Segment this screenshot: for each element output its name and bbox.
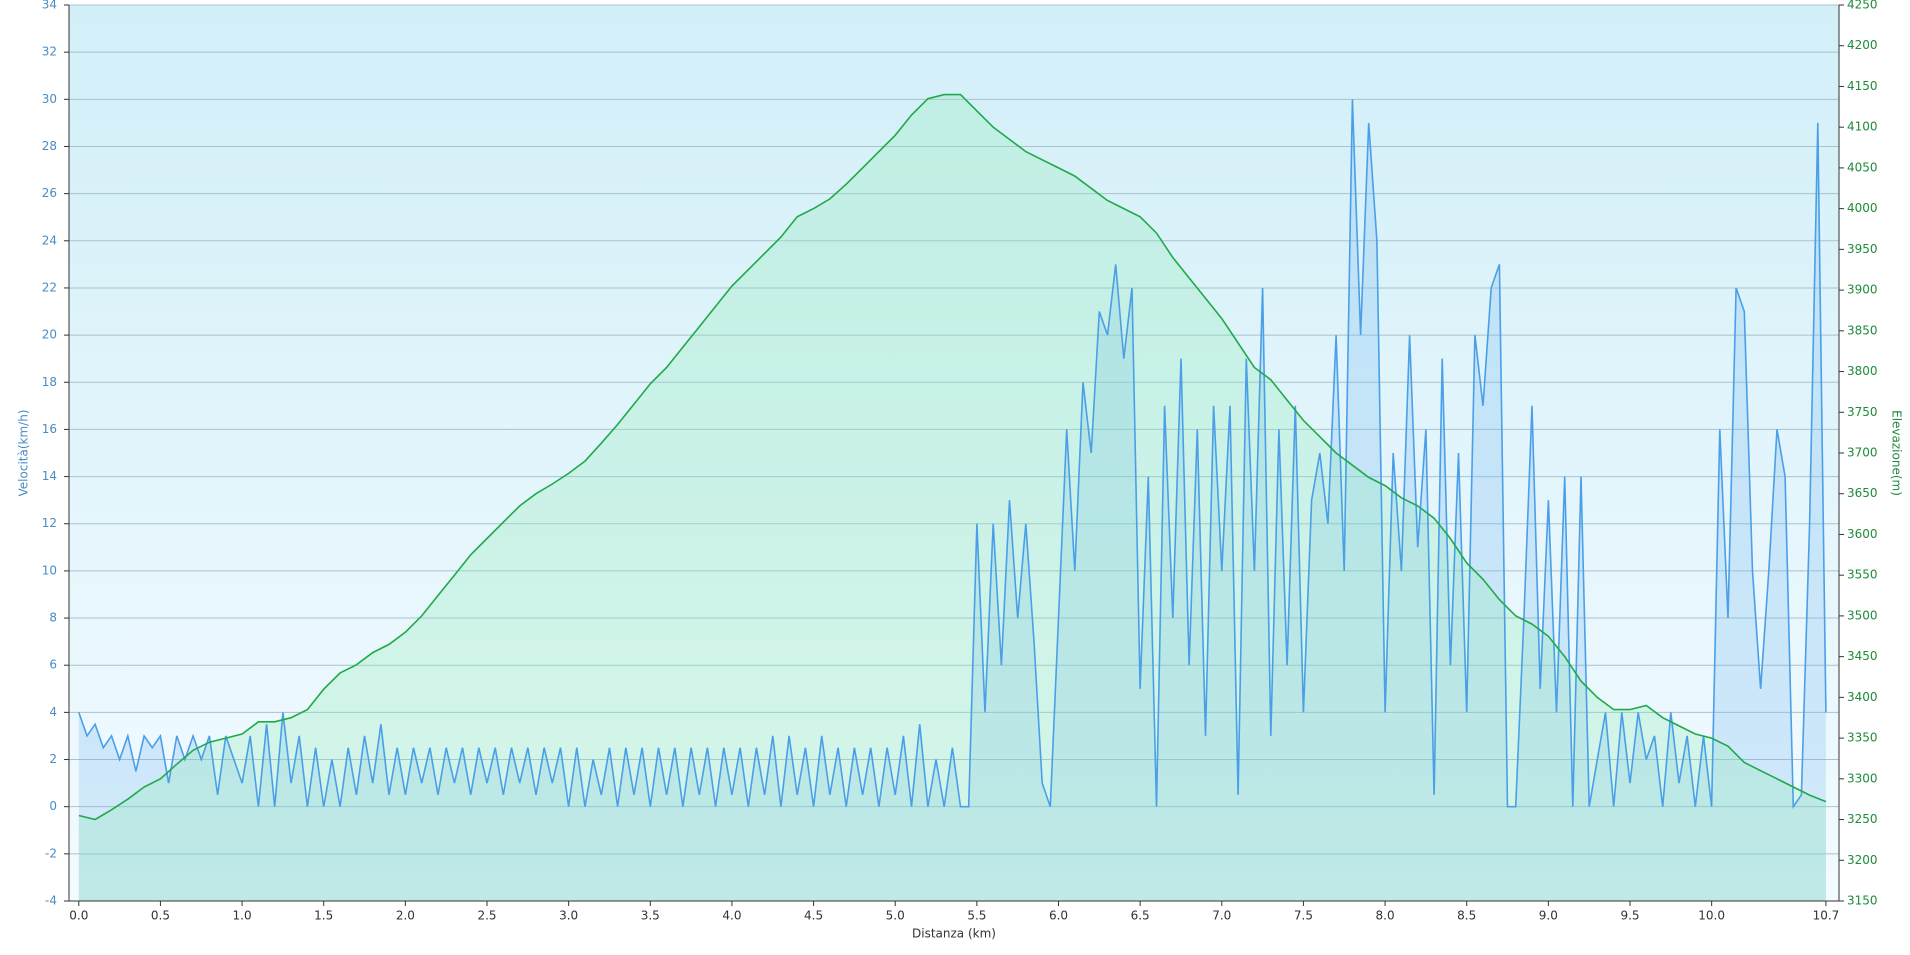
x-tick-label: 3.5 [641,909,660,923]
y-tick-label: 34 [42,0,57,12]
y-tick-label: -2 [45,846,57,860]
x-tick-label: 9.0 [1539,909,1558,923]
x-tick-label: 1.0 [233,909,252,923]
y2-tick-label: 3350 [1847,731,1878,745]
y2-tick-label: 3800 [1847,364,1878,378]
y-tick-label: 10 [42,563,57,577]
y-tick-label: 28 [42,139,57,153]
y-tick-label: 22 [42,280,57,294]
y2-tick-label: 3500 [1847,608,1878,622]
x-tick-label: 3.0 [559,909,578,923]
plot-area [69,5,1839,901]
x-tick-label: 2.0 [396,909,415,923]
x-tick-label: 9.5 [1620,909,1639,923]
y2-tick-label: 4200 [1847,38,1878,52]
line [78,99,1827,810]
x-tick-label: 0.0 [69,909,88,923]
x-tick-label: 7.5 [1294,909,1313,923]
x-tick-label: 5.0 [886,909,905,923]
y-tick-label: 24 [42,233,57,247]
y2-tick-label: 3400 [1847,690,1878,704]
x-tick-label: 4.5 [804,909,823,923]
y-tick-label: 30 [42,92,57,106]
x-tick-label: 4.0 [722,909,741,923]
x-tick-label: 2.5 [477,909,496,923]
area [78,94,1826,902]
y2-tick-label: 3150 [1847,894,1878,908]
x-axis-title: Distanza (km) [912,927,996,941]
y2-tick-label: 3950 [1847,242,1878,256]
y2-tick-label: 4050 [1847,160,1878,174]
y-tick-label: -4 [45,894,57,908]
x-tick-label: 0.5 [151,909,170,923]
y2-tick-label: 3200 [1847,853,1878,867]
y2-tick-label: 4250 [1847,0,1878,12]
y2-tick-label: 3750 [1847,405,1878,419]
y-tick-label: 20 [42,328,57,342]
y2-tick-label: 3300 [1847,771,1878,785]
y-tick-label: 2 [49,752,57,766]
y-tick-label: 16 [42,422,57,436]
y2-tick-label: 4100 [1847,120,1878,134]
y2-tick-label: 3600 [1847,527,1878,541]
y2-axis-title: Elevazione(m) [1890,410,1904,496]
x-tick-label: 8.0 [1376,909,1395,923]
area [78,99,1826,902]
line [78,93,1827,821]
y-tick-label: 14 [42,469,57,483]
y-tick-label: 12 [42,516,57,530]
x-tick-label: 6.5 [1131,909,1150,923]
y2-tick-label: 3450 [1847,649,1878,663]
y-tick-label: 18 [42,375,57,389]
y2-tick-label: 3250 [1847,812,1878,826]
y-axis-title: Velocità(km/h) [17,410,31,497]
y-tick-label: 4 [49,705,57,719]
y-tick-label: 6 [49,658,57,672]
x-tick-label: 8.5 [1457,909,1476,923]
y2-tick-label: 3850 [1847,323,1878,337]
x-tick-label: 5.5 [967,909,986,923]
y2-tick-label: 3700 [1847,446,1878,460]
y2-tick-label: 4000 [1847,201,1878,215]
x-tick-label: 10.7 [1813,909,1840,923]
y-tick-label: 8 [49,611,57,625]
y2-tick-label: 3900 [1847,283,1878,297]
x-tick-label: 7.0 [1212,909,1231,923]
y2-tick-label: 3550 [1847,568,1878,582]
y-tick-label: 0 [49,799,57,813]
y2-tick-label: 4150 [1847,79,1878,93]
y-tick-label: 26 [42,186,57,200]
x-tick-label: 10.0 [1698,909,1725,923]
y2-tick-label: 3650 [1847,486,1878,500]
x-tick-label: 1.5 [314,909,333,923]
y-tick-label: 32 [42,45,57,59]
x-tick-label: 6.0 [1049,909,1068,923]
